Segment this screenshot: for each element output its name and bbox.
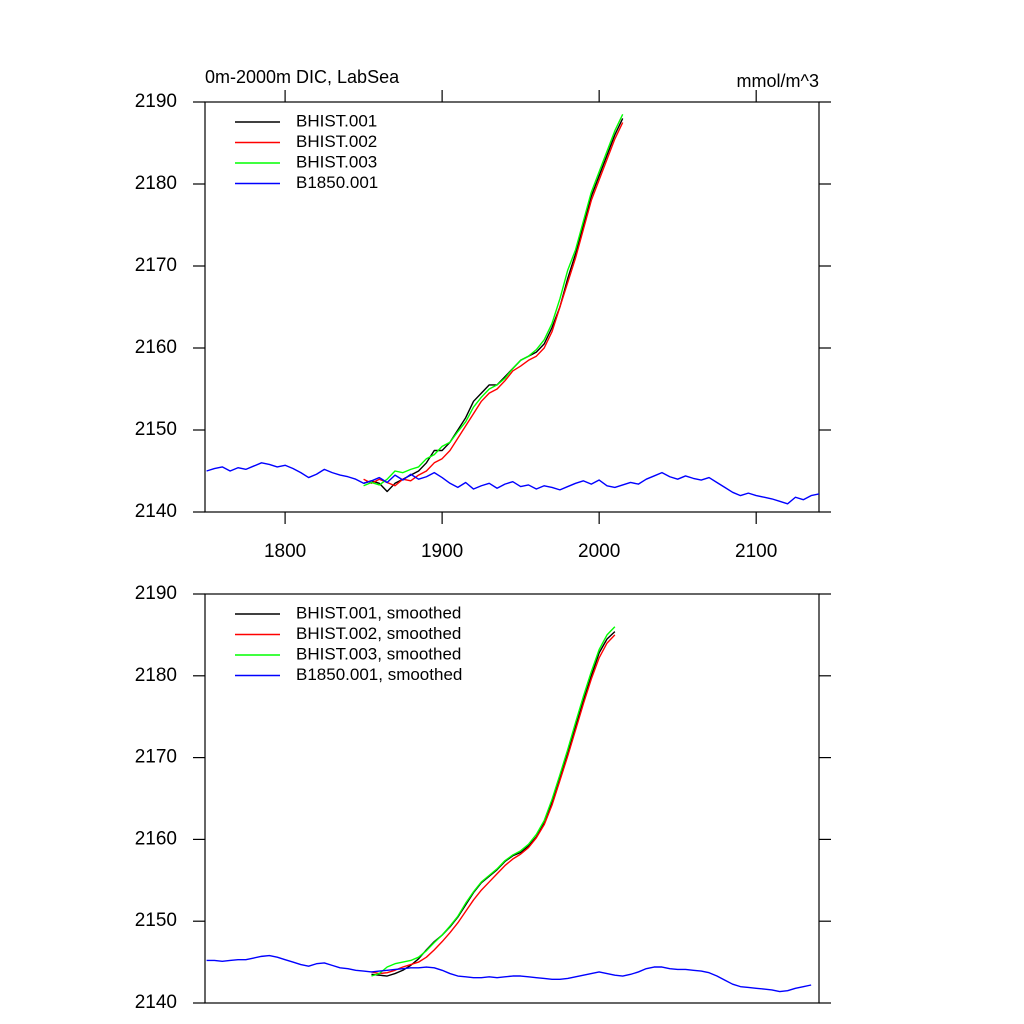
series-line — [206, 954, 812, 993]
y-tick-label: 2150 — [135, 419, 177, 440]
x-tick-label: 1800 — [264, 541, 306, 562]
series-line — [363, 122, 624, 487]
x-tick-label: 2100 — [735, 541, 777, 562]
series-line — [363, 113, 624, 487]
series-line — [371, 634, 616, 975]
y-tick-label: 2140 — [135, 992, 177, 1013]
x-tick-label: 1900 — [421, 541, 463, 562]
chart-title: 0m-2000m DIC, LabSea — [205, 67, 400, 87]
y-tick-label: 2170 — [135, 255, 177, 276]
y-tick-label: 2180 — [135, 665, 177, 686]
legend-label: BHIST.001, smoothed — [296, 603, 461, 622]
legend-label: B1850.001 — [296, 173, 378, 192]
units-label: mmol/m^3 — [737, 71, 819, 91]
series-line — [206, 462, 819, 505]
legend-label: BHIST.002 — [296, 132, 377, 151]
y-tick-label: 2180 — [135, 173, 177, 194]
legend-label: BHIST.003 — [296, 152, 377, 171]
series-group — [206, 626, 812, 993]
series-group — [206, 113, 819, 505]
y-tick-label: 2140 — [135, 501, 177, 522]
plot-frame — [204, 593, 820, 1004]
y-tick-label: 2190 — [135, 91, 177, 112]
legend-label: B1850.001, smoothed — [296, 665, 462, 684]
y-tick-label: 2160 — [135, 828, 177, 849]
plot-panel: 2140 2150 2160 2170 2180 2190 BHIST.001, smoot… — [135, 583, 831, 1013]
plot-panel: 2140 2150 2160 2170 2180 2190 1800 1900 2000 2100… — [135, 67, 831, 562]
legend-label: BHIST.003, smoothed — [296, 644, 461, 663]
x-tick-label: 2000 — [578, 541, 620, 562]
series-line — [371, 626, 616, 977]
y-tick-label: 2160 — [135, 337, 177, 358]
y-tick-label: 2190 — [135, 583, 177, 604]
series-line — [363, 118, 624, 493]
plot-frame — [204, 101, 820, 513]
y-tick-label: 2170 — [135, 747, 177, 768]
y-tick-label: 2150 — [135, 910, 177, 931]
legend-label: BHIST.002, smoothed — [296, 624, 461, 643]
legend-label: BHIST.001 — [296, 111, 377, 130]
